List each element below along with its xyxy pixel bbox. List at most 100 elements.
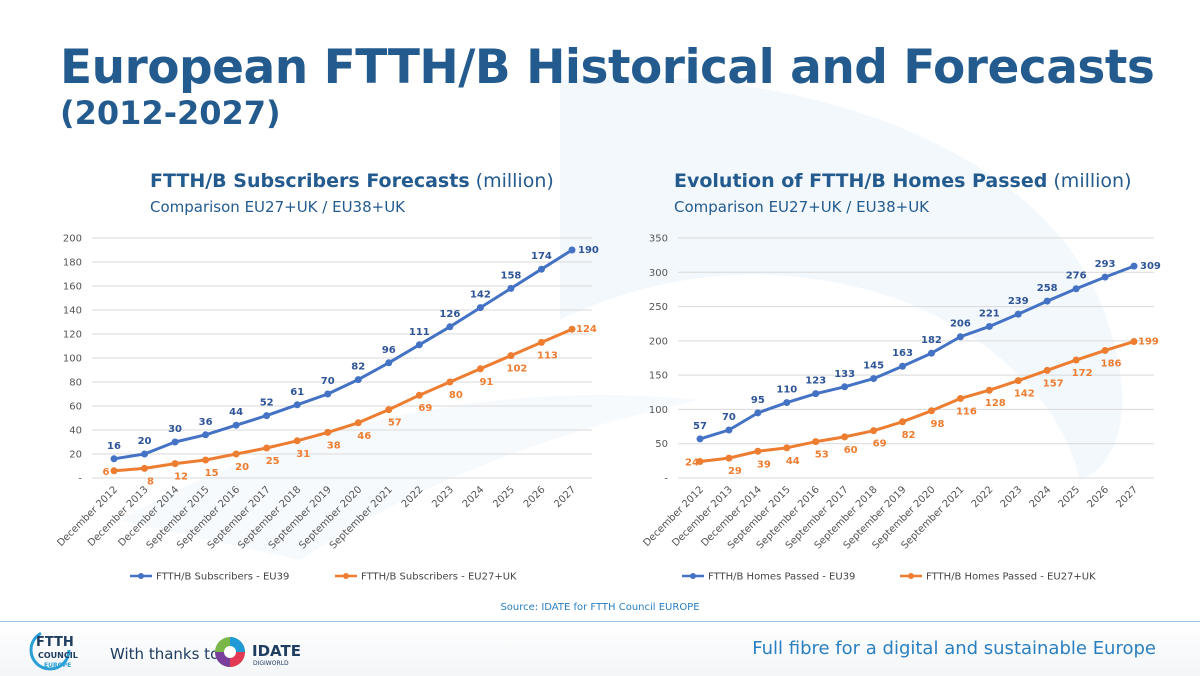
data-label: 46: [357, 431, 371, 442]
data-point: [446, 323, 454, 331]
data-label: 157: [1043, 378, 1064, 389]
data-point: [232, 421, 240, 429]
data-label: 309: [1140, 261, 1161, 272]
data-label: 57: [693, 421, 707, 432]
logo-ftth-text-1: FTTH: [36, 635, 74, 650]
chart-1-title: FTTH/B Subscribers Forecasts (million): [150, 170, 554, 192]
data-label: 6: [103, 467, 110, 478]
series-line-2: [113, 327, 573, 473]
data-point: [696, 435, 704, 443]
data-label: 102: [506, 364, 527, 375]
data-point: [812, 390, 820, 398]
data-label: 258: [1037, 283, 1058, 294]
data-label: 70: [722, 412, 736, 423]
data-label: 293: [1095, 259, 1116, 270]
y-tick-label: 200: [63, 234, 82, 245]
y-tick-label: -: [664, 474, 668, 485]
data-point: [783, 399, 791, 407]
data-point: [476, 365, 484, 373]
data-label: 44: [229, 407, 243, 418]
data-label: 221: [979, 308, 1000, 319]
data-point: [202, 456, 210, 464]
data-point: [507, 352, 515, 360]
data-point: [899, 362, 907, 370]
chart-2-header: Evolution of FTTH/B Homes Passed (millio…: [674, 170, 1132, 216]
y-tick-label: 200: [649, 336, 668, 347]
data-label: 116: [956, 406, 977, 417]
data-label: 52: [260, 398, 274, 409]
data-label: 12: [174, 472, 188, 483]
data-point: [568, 325, 576, 333]
data-point: [1130, 338, 1138, 346]
data-label: 61: [290, 387, 304, 398]
data-label: 145: [863, 361, 884, 372]
footer-tagline: Full fibre for a digital and sustainable…: [752, 638, 1156, 659]
data-label: 124: [576, 324, 597, 335]
x-tick-label: 2024: [1028, 484, 1054, 510]
data-point: [1014, 310, 1022, 318]
data-label: 96: [382, 345, 396, 356]
series-line-1: [113, 248, 573, 461]
data-point: [141, 450, 149, 458]
data-label: 20: [138, 436, 152, 447]
data-label: 98: [931, 419, 945, 430]
data-point: [202, 431, 210, 439]
data-label: 38: [327, 440, 341, 451]
data-point: [899, 418, 907, 426]
data-point: [171, 438, 179, 446]
data-label: 80: [449, 390, 463, 401]
data-point: [1014, 377, 1022, 385]
data-point: [985, 322, 993, 330]
y-tick-label: 300: [649, 268, 668, 279]
y-tick-label: 40: [69, 426, 82, 437]
logo-ftth-text-2: COUNCIL: [38, 651, 78, 660]
data-label: 60: [844, 445, 858, 456]
data-point: [1043, 297, 1051, 305]
data-label: 174: [531, 251, 552, 262]
data-point: [537, 338, 545, 346]
data-point: [385, 406, 393, 414]
y-tick-label: 150: [649, 371, 668, 382]
data-point: [263, 444, 271, 452]
data-label: 53: [815, 450, 829, 461]
y-tick-label: 20: [69, 450, 82, 461]
data-label: 25: [266, 456, 280, 467]
data-label: 91: [479, 377, 493, 388]
data-label: 24: [685, 458, 699, 469]
data-label: 8: [147, 476, 154, 487]
data-label: 15: [205, 468, 219, 479]
data-point: [1101, 346, 1109, 354]
y-tick-label: -: [78, 474, 82, 485]
data-point: [507, 284, 515, 292]
data-point: [385, 359, 393, 367]
data-label: 82: [902, 430, 916, 441]
data-label: 20: [235, 462, 249, 473]
data-point: [1101, 273, 1109, 281]
y-tick-label: 160: [63, 282, 82, 293]
data-point: [110, 455, 118, 463]
data-point: [841, 433, 849, 441]
data-label: 82: [351, 362, 365, 373]
legend-swatch-marker: [343, 573, 349, 579]
page-title: European FTTH/B Historical and Forecasts: [60, 40, 1155, 95]
data-point: [293, 437, 301, 445]
logo-idate-sub: DIGIWORLD: [253, 660, 289, 667]
footer-divider: [0, 621, 1200, 622]
data-label: 163: [892, 348, 913, 359]
data-point: [354, 419, 362, 427]
legend-label: FTTH/B Subscribers - EU27+UK: [361, 572, 517, 583]
data-point: [725, 454, 733, 462]
chart-2-title: Evolution of FTTH/B Homes Passed (millio…: [674, 170, 1132, 192]
idate-logo: IDATE DIGIWORLD: [215, 637, 301, 667]
data-point: [1043, 366, 1051, 374]
x-tick-label: 2022: [970, 484, 996, 510]
y-tick-label: 180: [63, 258, 82, 269]
series-line-2: [699, 340, 1135, 464]
data-point: [263, 412, 271, 420]
data-label: 30: [168, 424, 182, 435]
thanks-text: With thanks to: [110, 645, 220, 663]
data-label: 182: [921, 335, 942, 346]
data-point: [324, 428, 332, 436]
data-label: 95: [751, 395, 765, 406]
